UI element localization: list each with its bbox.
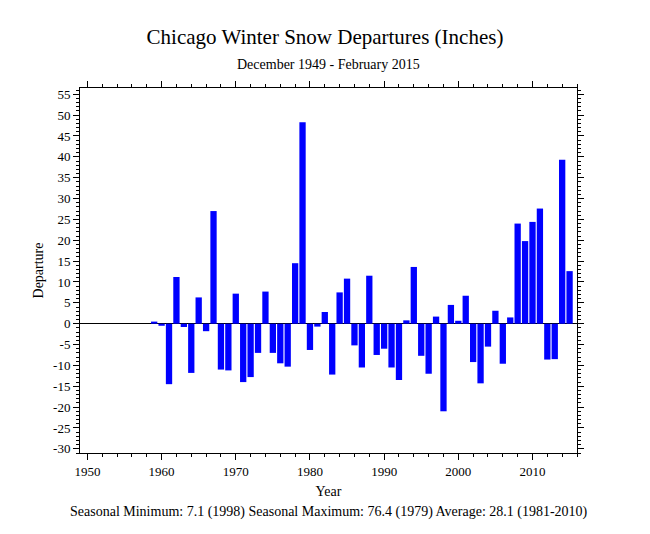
svg-text:20: 20 <box>57 233 70 248</box>
svg-text:-30: -30 <box>53 441 70 456</box>
svg-text:50: 50 <box>57 108 70 123</box>
svg-text:1990: 1990 <box>371 464 397 479</box>
svg-text:-10: -10 <box>53 358 70 373</box>
svg-text:35: 35 <box>57 170 70 185</box>
svg-text:-15: -15 <box>53 379 70 394</box>
svg-text:10: 10 <box>57 275 70 290</box>
svg-text:Seasonal Minimum: 7.1 (1998) S: Seasonal Minimum: 7.1 (1998) Seasonal Ma… <box>70 504 588 520</box>
svg-text:0: 0 <box>64 316 71 331</box>
svg-text:Year: Year <box>316 484 342 499</box>
svg-text:2010: 2010 <box>519 464 545 479</box>
svg-text:1960: 1960 <box>149 464 175 479</box>
svg-text:15: 15 <box>57 254 70 269</box>
svg-text:-25: -25 <box>53 421 70 436</box>
svg-text:1970: 1970 <box>223 464 249 479</box>
svg-text:Departure: Departure <box>31 243 46 299</box>
svg-text:40: 40 <box>57 149 70 164</box>
svg-text:25: 25 <box>57 212 70 227</box>
svg-text:1950: 1950 <box>74 464 100 479</box>
svg-text:Chicago Winter Snow Departures: Chicago Winter Snow Departures (Inches) <box>147 25 504 49</box>
svg-text:55: 55 <box>57 87 70 102</box>
svg-text:1980: 1980 <box>297 464 323 479</box>
svg-text:30: 30 <box>57 191 70 206</box>
svg-text:December 1949 - February 2015: December 1949 - February 2015 <box>237 57 420 72</box>
svg-text:5: 5 <box>64 295 71 310</box>
svg-text:2000: 2000 <box>445 464 471 479</box>
svg-text:-20: -20 <box>53 400 70 415</box>
svg-text:-5: -5 <box>60 337 71 352</box>
svg-text:45: 45 <box>57 129 70 144</box>
